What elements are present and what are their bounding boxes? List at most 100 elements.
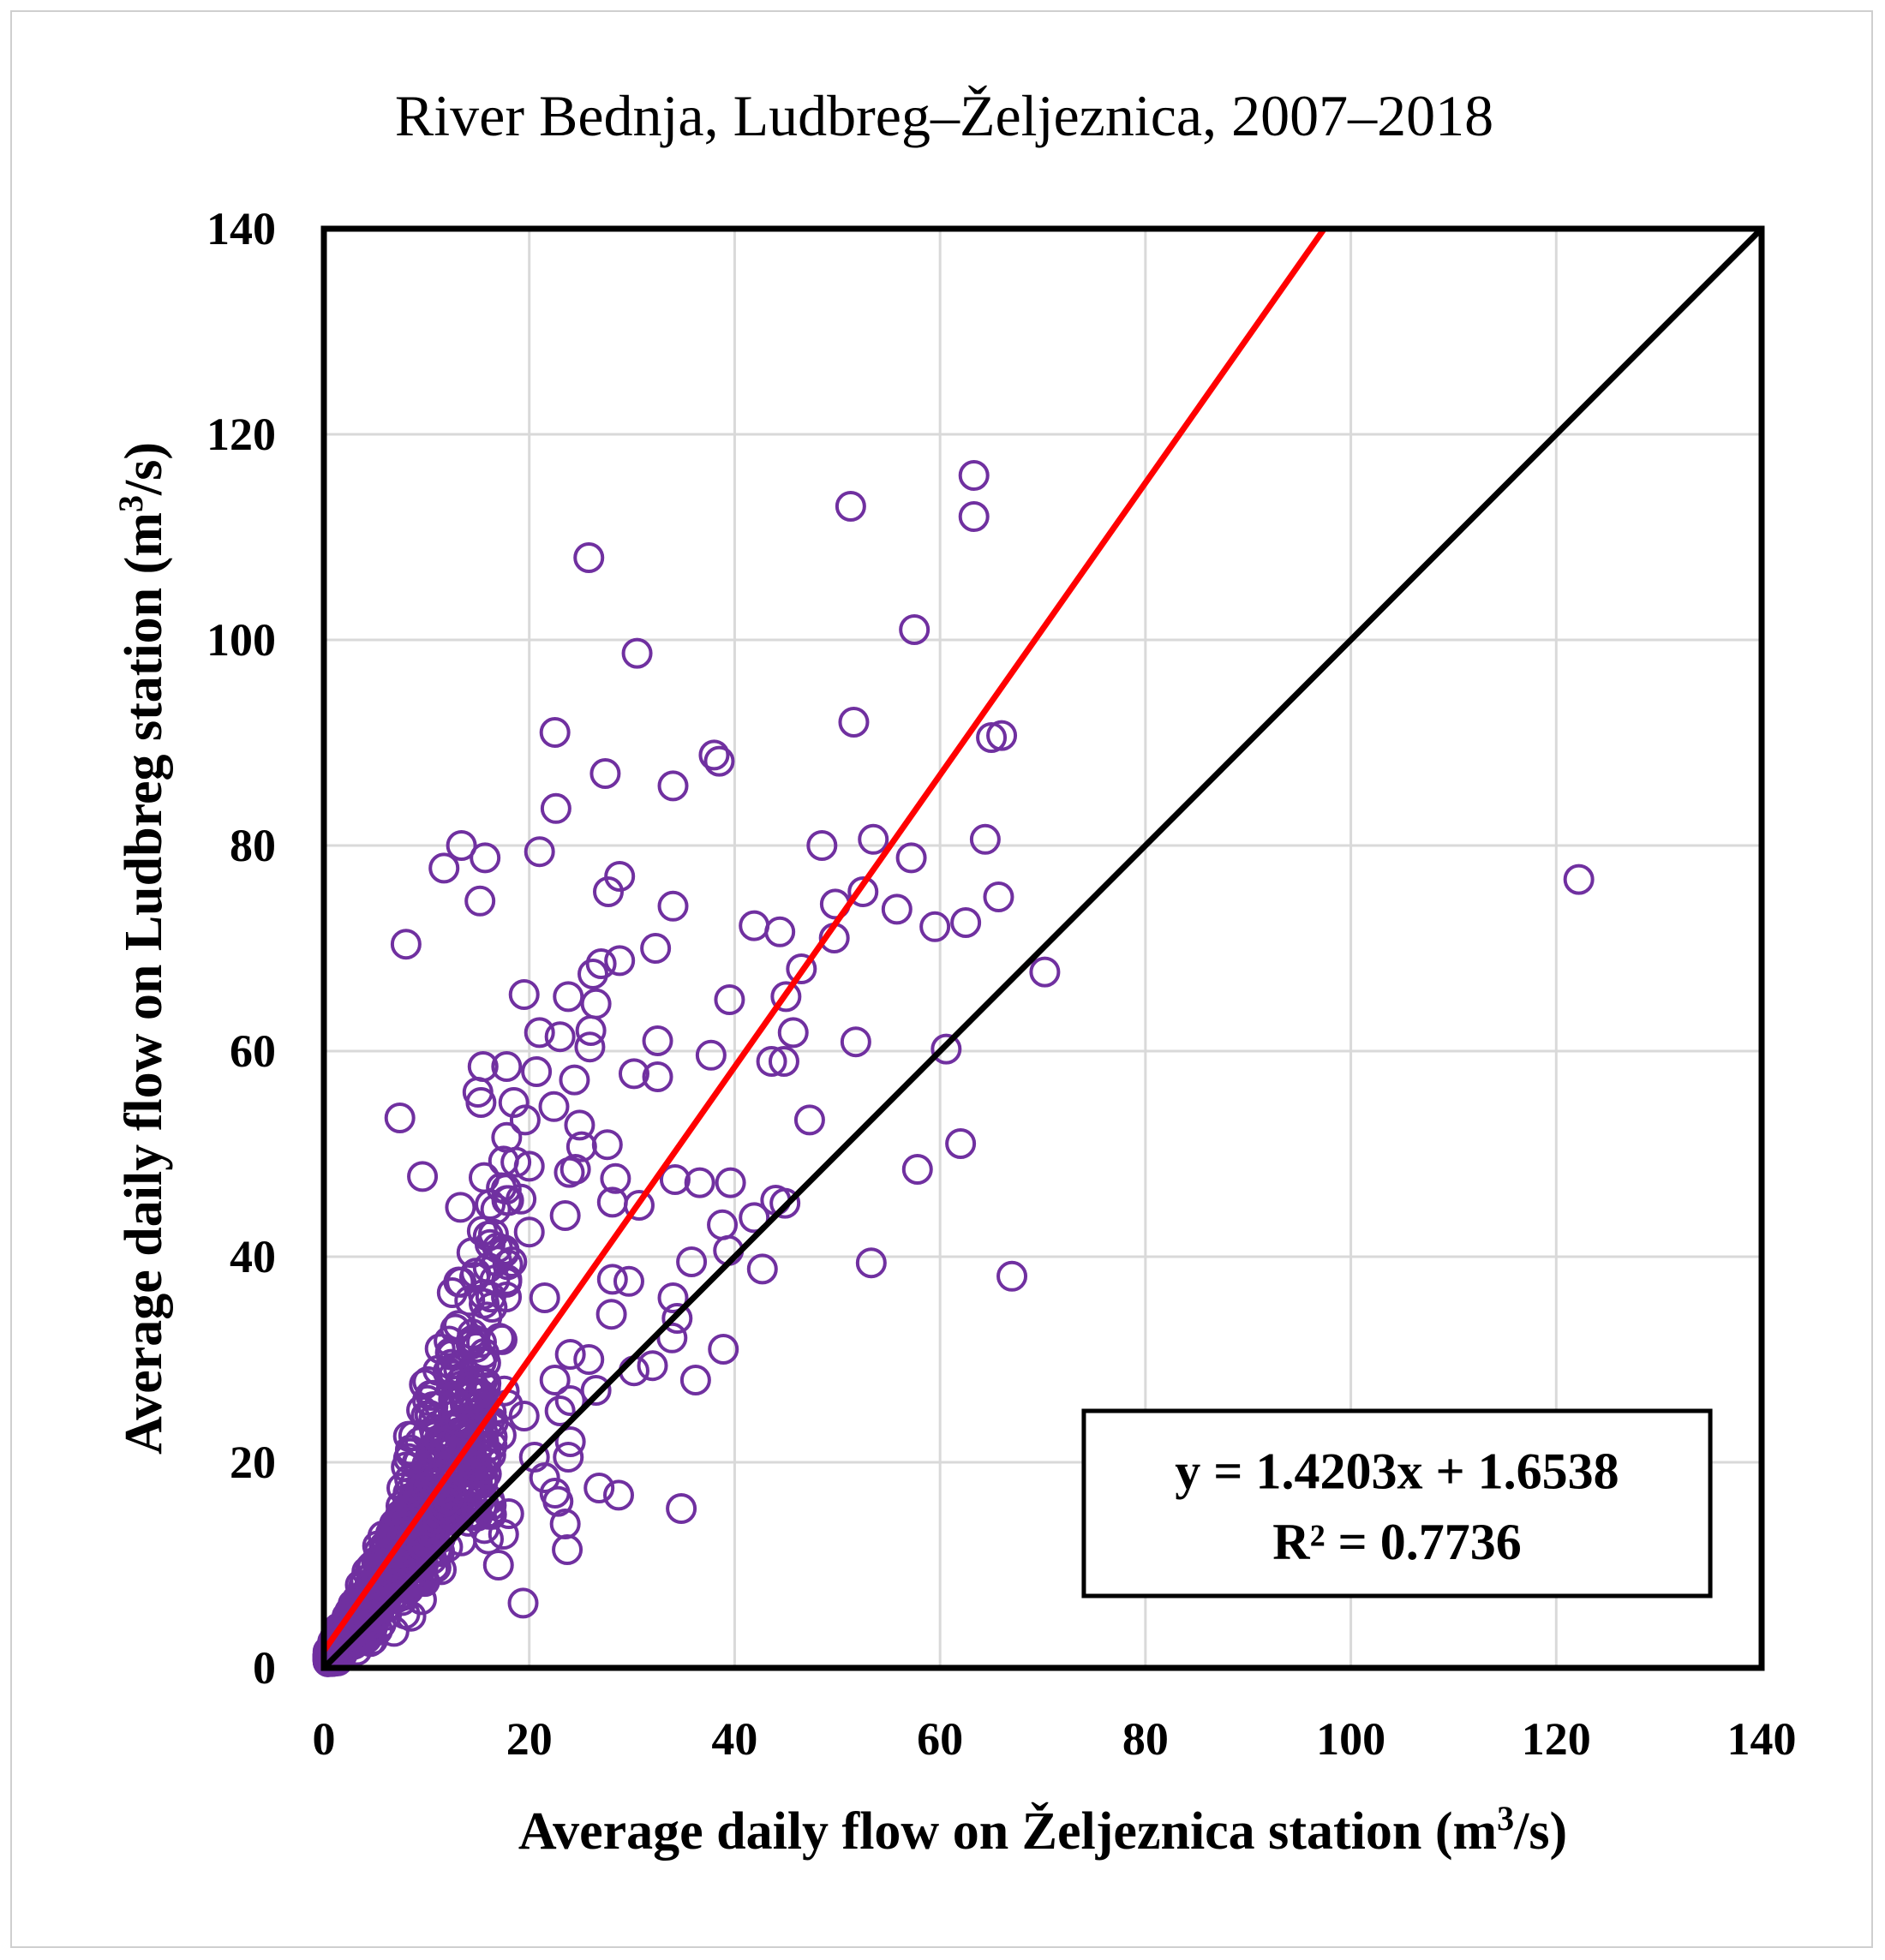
data-point [945, 1128, 977, 1159]
x-tick-label: 20 [506, 1713, 553, 1765]
data-point [573, 1344, 605, 1375]
data-point [640, 933, 672, 964]
x-axis-title-tail: /s) [1513, 1802, 1567, 1861]
data-point [553, 981, 584, 1013]
data-point [684, 1167, 715, 1198]
data-point [575, 1015, 607, 1046]
data-point [539, 717, 571, 748]
data-point [362, 1592, 394, 1624]
data-point [472, 1221, 504, 1252]
data-point [835, 491, 866, 522]
data-point [384, 1102, 416, 1133]
data-point [485, 1419, 517, 1451]
data-point [524, 1017, 555, 1049]
x-tick-label: 0 [313, 1713, 336, 1765]
data-point [540, 792, 571, 824]
y-axis-title: Average daily flow on Ludbreg station (m… [111, 442, 173, 1455]
data-point [529, 1462, 560, 1493]
data-point [746, 1253, 778, 1285]
data-point [426, 1554, 458, 1586]
data-point [428, 852, 460, 884]
data-point [901, 1154, 933, 1185]
data-point [591, 1129, 623, 1161]
data-point [996, 1260, 1028, 1292]
data-point [496, 1246, 528, 1277]
y-tick-label: 0 [253, 1642, 276, 1694]
data-point [446, 830, 477, 861]
data-point [423, 1389, 455, 1421]
data-point [604, 861, 636, 892]
regression-equation: y = 1.4203x + 1.6538 [1175, 1443, 1619, 1500]
data-point [657, 890, 689, 922]
data-point [739, 910, 770, 941]
data-point [589, 758, 621, 789]
y-tick-label: 20 [230, 1437, 276, 1488]
data-point [657, 1282, 689, 1313]
data-point [895, 842, 927, 874]
data-point [445, 1192, 476, 1223]
data-point [577, 959, 609, 989]
data-point [666, 1493, 697, 1524]
y-tick-label: 80 [230, 820, 276, 871]
data-point [786, 953, 817, 984]
data-point [715, 1167, 746, 1198]
data-point [488, 1375, 520, 1407]
regression-box: y = 1.4203x + 1.6538 R² = 0.7736 [1081, 1408, 1713, 1598]
data-point [613, 1265, 644, 1297]
data-point [542, 1485, 574, 1517]
data-point [969, 823, 1001, 855]
data-point [642, 1025, 673, 1056]
data-point [593, 876, 625, 907]
lines [321, 226, 1764, 1670]
data-point [476, 1291, 508, 1323]
data-point [899, 614, 931, 645]
data-point [483, 1323, 515, 1354]
data-point [950, 907, 982, 938]
data-point [1029, 956, 1061, 988]
data-point [508, 979, 540, 1010]
data-point [695, 1039, 727, 1071]
data-point [596, 1264, 628, 1295]
data-point [506, 1183, 537, 1215]
data-point [958, 501, 990, 532]
data-point [931, 1033, 962, 1065]
data-point [406, 1395, 438, 1426]
data-point [468, 1162, 500, 1193]
data-point [436, 1277, 468, 1308]
x-axis-title-main: Average daily flow on Željeznica station… [518, 1802, 1497, 1861]
data-point [554, 1385, 586, 1416]
data-point [470, 1347, 501, 1378]
data-point [457, 1378, 488, 1410]
x-tick-label: 80 [1122, 1713, 1169, 1765]
y-axis-title-tail: /s) [115, 442, 173, 496]
data-point [538, 1091, 570, 1122]
data-point [847, 876, 879, 907]
data-point [806, 830, 838, 861]
data-point [838, 707, 870, 738]
data-point [580, 1375, 612, 1406]
data-point [656, 1322, 688, 1353]
data-point [498, 1087, 530, 1118]
r-squared-value: R² = 0.7736 [1272, 1514, 1522, 1570]
data-point [564, 1109, 595, 1141]
data-point [392, 1443, 424, 1474]
data-point [407, 1161, 439, 1192]
data-point [465, 1087, 497, 1118]
data-point [855, 1247, 887, 1279]
data-point [459, 1450, 491, 1482]
data-point [604, 945, 636, 977]
data-point [507, 1587, 539, 1619]
data-point [554, 1339, 586, 1370]
data-point [491, 1264, 523, 1295]
data-point [404, 1426, 436, 1458]
data-point [661, 1303, 693, 1334]
y-tick-label: 60 [230, 1025, 276, 1077]
data-point [470, 842, 501, 874]
x-tick-label: 140 [1727, 1713, 1797, 1765]
data-point [412, 1365, 444, 1397]
data-point [456, 1371, 488, 1402]
data-point [657, 770, 689, 802]
data-point [642, 1061, 673, 1092]
data-point [554, 1426, 586, 1457]
